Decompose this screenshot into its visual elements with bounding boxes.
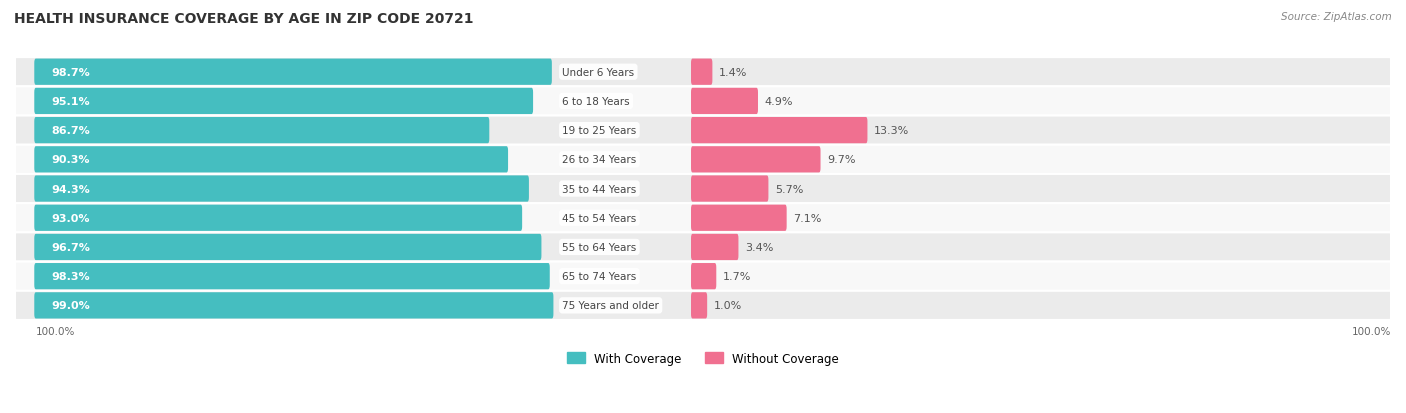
Legend: With Coverage, Without Coverage: With Coverage, Without Coverage [562,347,844,370]
Text: 86.7%: 86.7% [52,126,90,136]
FancyBboxPatch shape [34,147,508,173]
Text: 1.4%: 1.4% [718,68,748,78]
Text: 94.3%: 94.3% [52,184,90,194]
FancyBboxPatch shape [690,263,716,290]
FancyBboxPatch shape [15,145,1391,175]
FancyBboxPatch shape [690,205,786,231]
Text: 100.0%: 100.0% [1351,326,1391,336]
Text: 1.7%: 1.7% [723,271,751,282]
FancyBboxPatch shape [34,205,522,231]
FancyBboxPatch shape [690,147,821,173]
Text: 75 Years and older: 75 Years and older [562,301,659,311]
FancyBboxPatch shape [15,175,1391,204]
Text: 5.7%: 5.7% [775,184,804,194]
Text: 9.7%: 9.7% [827,155,856,165]
Text: 4.9%: 4.9% [765,97,793,107]
Text: Under 6 Years: Under 6 Years [562,68,634,78]
Text: 45 to 54 Years: 45 to 54 Years [562,213,637,223]
FancyBboxPatch shape [15,58,1391,87]
FancyBboxPatch shape [15,87,1391,116]
Text: 19 to 25 Years: 19 to 25 Years [562,126,637,136]
FancyBboxPatch shape [34,59,551,85]
Text: 7.1%: 7.1% [793,213,821,223]
Text: 1.0%: 1.0% [714,301,742,311]
Text: 35 to 44 Years: 35 to 44 Years [562,184,637,194]
Text: 13.3%: 13.3% [875,126,910,136]
FancyBboxPatch shape [15,262,1391,291]
Text: 99.0%: 99.0% [52,301,90,311]
FancyBboxPatch shape [15,233,1391,262]
FancyBboxPatch shape [34,88,533,115]
FancyBboxPatch shape [690,234,738,261]
Text: 98.7%: 98.7% [52,68,90,78]
FancyBboxPatch shape [34,234,541,261]
FancyBboxPatch shape [690,176,769,202]
FancyBboxPatch shape [690,292,707,319]
Text: 55 to 64 Years: 55 to 64 Years [562,242,637,252]
FancyBboxPatch shape [15,204,1391,233]
Text: 98.3%: 98.3% [52,271,90,282]
Text: Source: ZipAtlas.com: Source: ZipAtlas.com [1281,12,1392,22]
Text: 93.0%: 93.0% [52,213,90,223]
FancyBboxPatch shape [690,88,758,115]
Text: 90.3%: 90.3% [52,155,90,165]
FancyBboxPatch shape [690,118,868,144]
Text: 65 to 74 Years: 65 to 74 Years [562,271,637,282]
Text: 26 to 34 Years: 26 to 34 Years [562,155,637,165]
FancyBboxPatch shape [34,263,550,290]
FancyBboxPatch shape [34,118,489,144]
FancyBboxPatch shape [15,116,1391,145]
Text: 6 to 18 Years: 6 to 18 Years [562,97,630,107]
Text: 95.1%: 95.1% [52,97,90,107]
Text: 100.0%: 100.0% [35,326,76,336]
FancyBboxPatch shape [15,291,1391,320]
Text: 96.7%: 96.7% [52,242,90,252]
Text: HEALTH INSURANCE COVERAGE BY AGE IN ZIP CODE 20721: HEALTH INSURANCE COVERAGE BY AGE IN ZIP … [14,12,474,26]
Text: 3.4%: 3.4% [745,242,773,252]
FancyBboxPatch shape [34,176,529,202]
FancyBboxPatch shape [690,59,713,85]
FancyBboxPatch shape [34,292,554,319]
